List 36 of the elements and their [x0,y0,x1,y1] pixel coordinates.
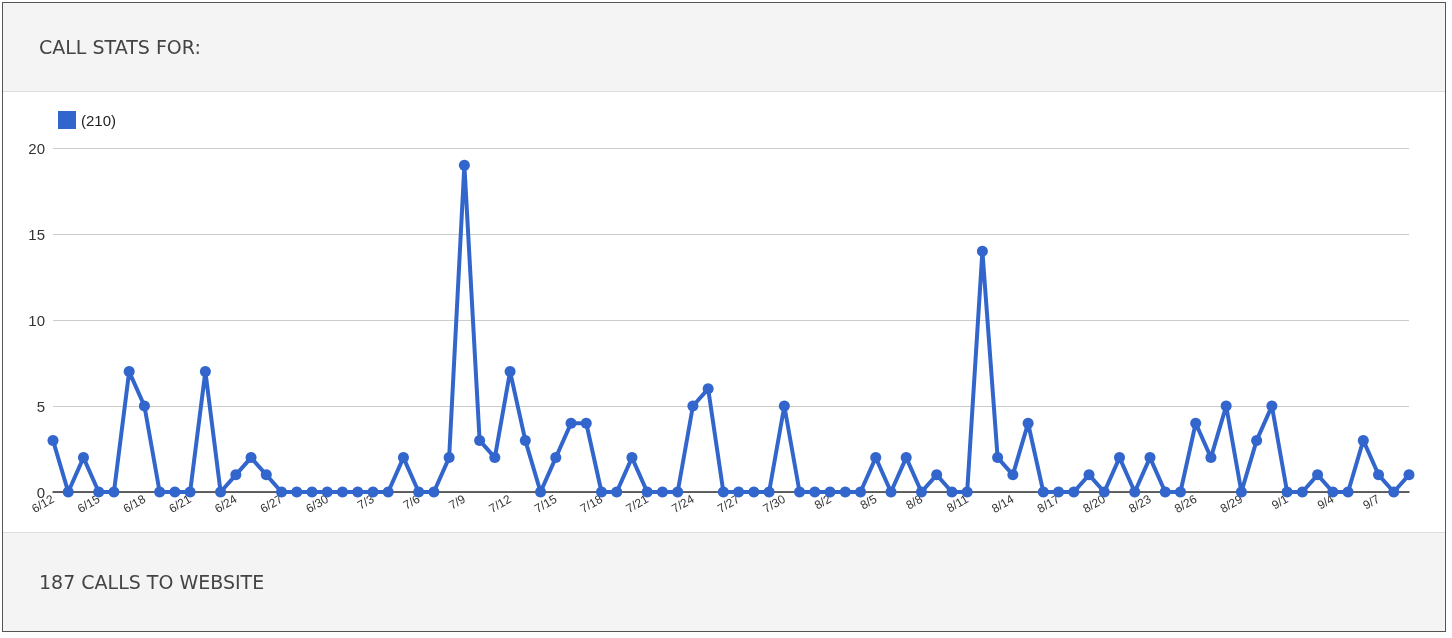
chart-title: CALL STATS FOR: [3,3,1445,92]
x-tick-label: 9/1 [1269,491,1291,513]
x-tick-label: 8/5 [857,491,880,513]
x-tick-label: 9/7 [1360,491,1383,513]
text: 187 CALLS TO WEBSITE [3,532,1445,631]
x-tick-label: 6/30 [303,491,332,516]
x-tick-label: 8/11 [944,491,971,516]
x-tick-label: 6/18 [120,491,149,516]
x-tick-label: 6/24 [212,491,240,516]
y-tick-label: 20 [28,139,45,157]
x-tick-label: 7/15 [532,491,560,516]
x-tick-label: 8/17 [1034,491,1063,516]
x-tick-label: 6/15 [75,491,103,516]
y-tick-label: 15 [28,225,45,243]
x-tick-label: 7/9 [446,491,469,513]
y-tick-label: 10 [28,311,45,329]
x-tick-label: 6/27 [257,491,286,516]
x-tick-label: 8/2 [812,491,834,513]
x-tick-label: 9/4 [1314,491,1337,513]
x-tick-label: 7/30 [760,491,789,516]
x-tick-label: 8/26 [1171,491,1200,516]
x-tick-label: 7/3 [355,491,377,513]
x-tick-label: 7/12 [486,491,514,516]
x-tick-label: 8/20 [1080,491,1109,516]
x-tick-label: 8/29 [1217,491,1246,516]
legend-label: (210) [81,111,117,129]
y-tick-label: 5 [36,397,45,415]
x-tick-label: 7/24 [669,491,697,516]
x-tick-label: 6/21 [166,491,194,516]
x-tick-label: 8/23 [1126,491,1154,516]
x-tick-label: 7/6 [400,491,423,513]
x-tick-label: 8/14 [989,491,1017,516]
x-tick-label: 7/21 [623,491,651,516]
x-tick-label: 7/27 [714,491,743,516]
x-tick-label: 8/8 [903,491,926,513]
x-tick-label: 7/18 [577,491,606,516]
